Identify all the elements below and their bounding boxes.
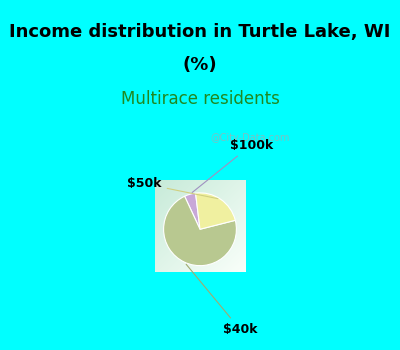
Wedge shape <box>164 196 236 266</box>
Text: (%): (%) <box>183 56 217 74</box>
Text: $100k: $100k <box>192 139 273 192</box>
Text: @City-Data.com: @City-Data.com <box>210 133 290 143</box>
Wedge shape <box>185 193 200 229</box>
Text: $40k: $40k <box>186 264 257 336</box>
Wedge shape <box>196 193 235 229</box>
Text: Income distribution in Turtle Lake, WI: Income distribution in Turtle Lake, WI <box>9 23 391 41</box>
Text: Multirace residents: Multirace residents <box>120 90 280 108</box>
Text: $50k: $50k <box>127 177 218 199</box>
